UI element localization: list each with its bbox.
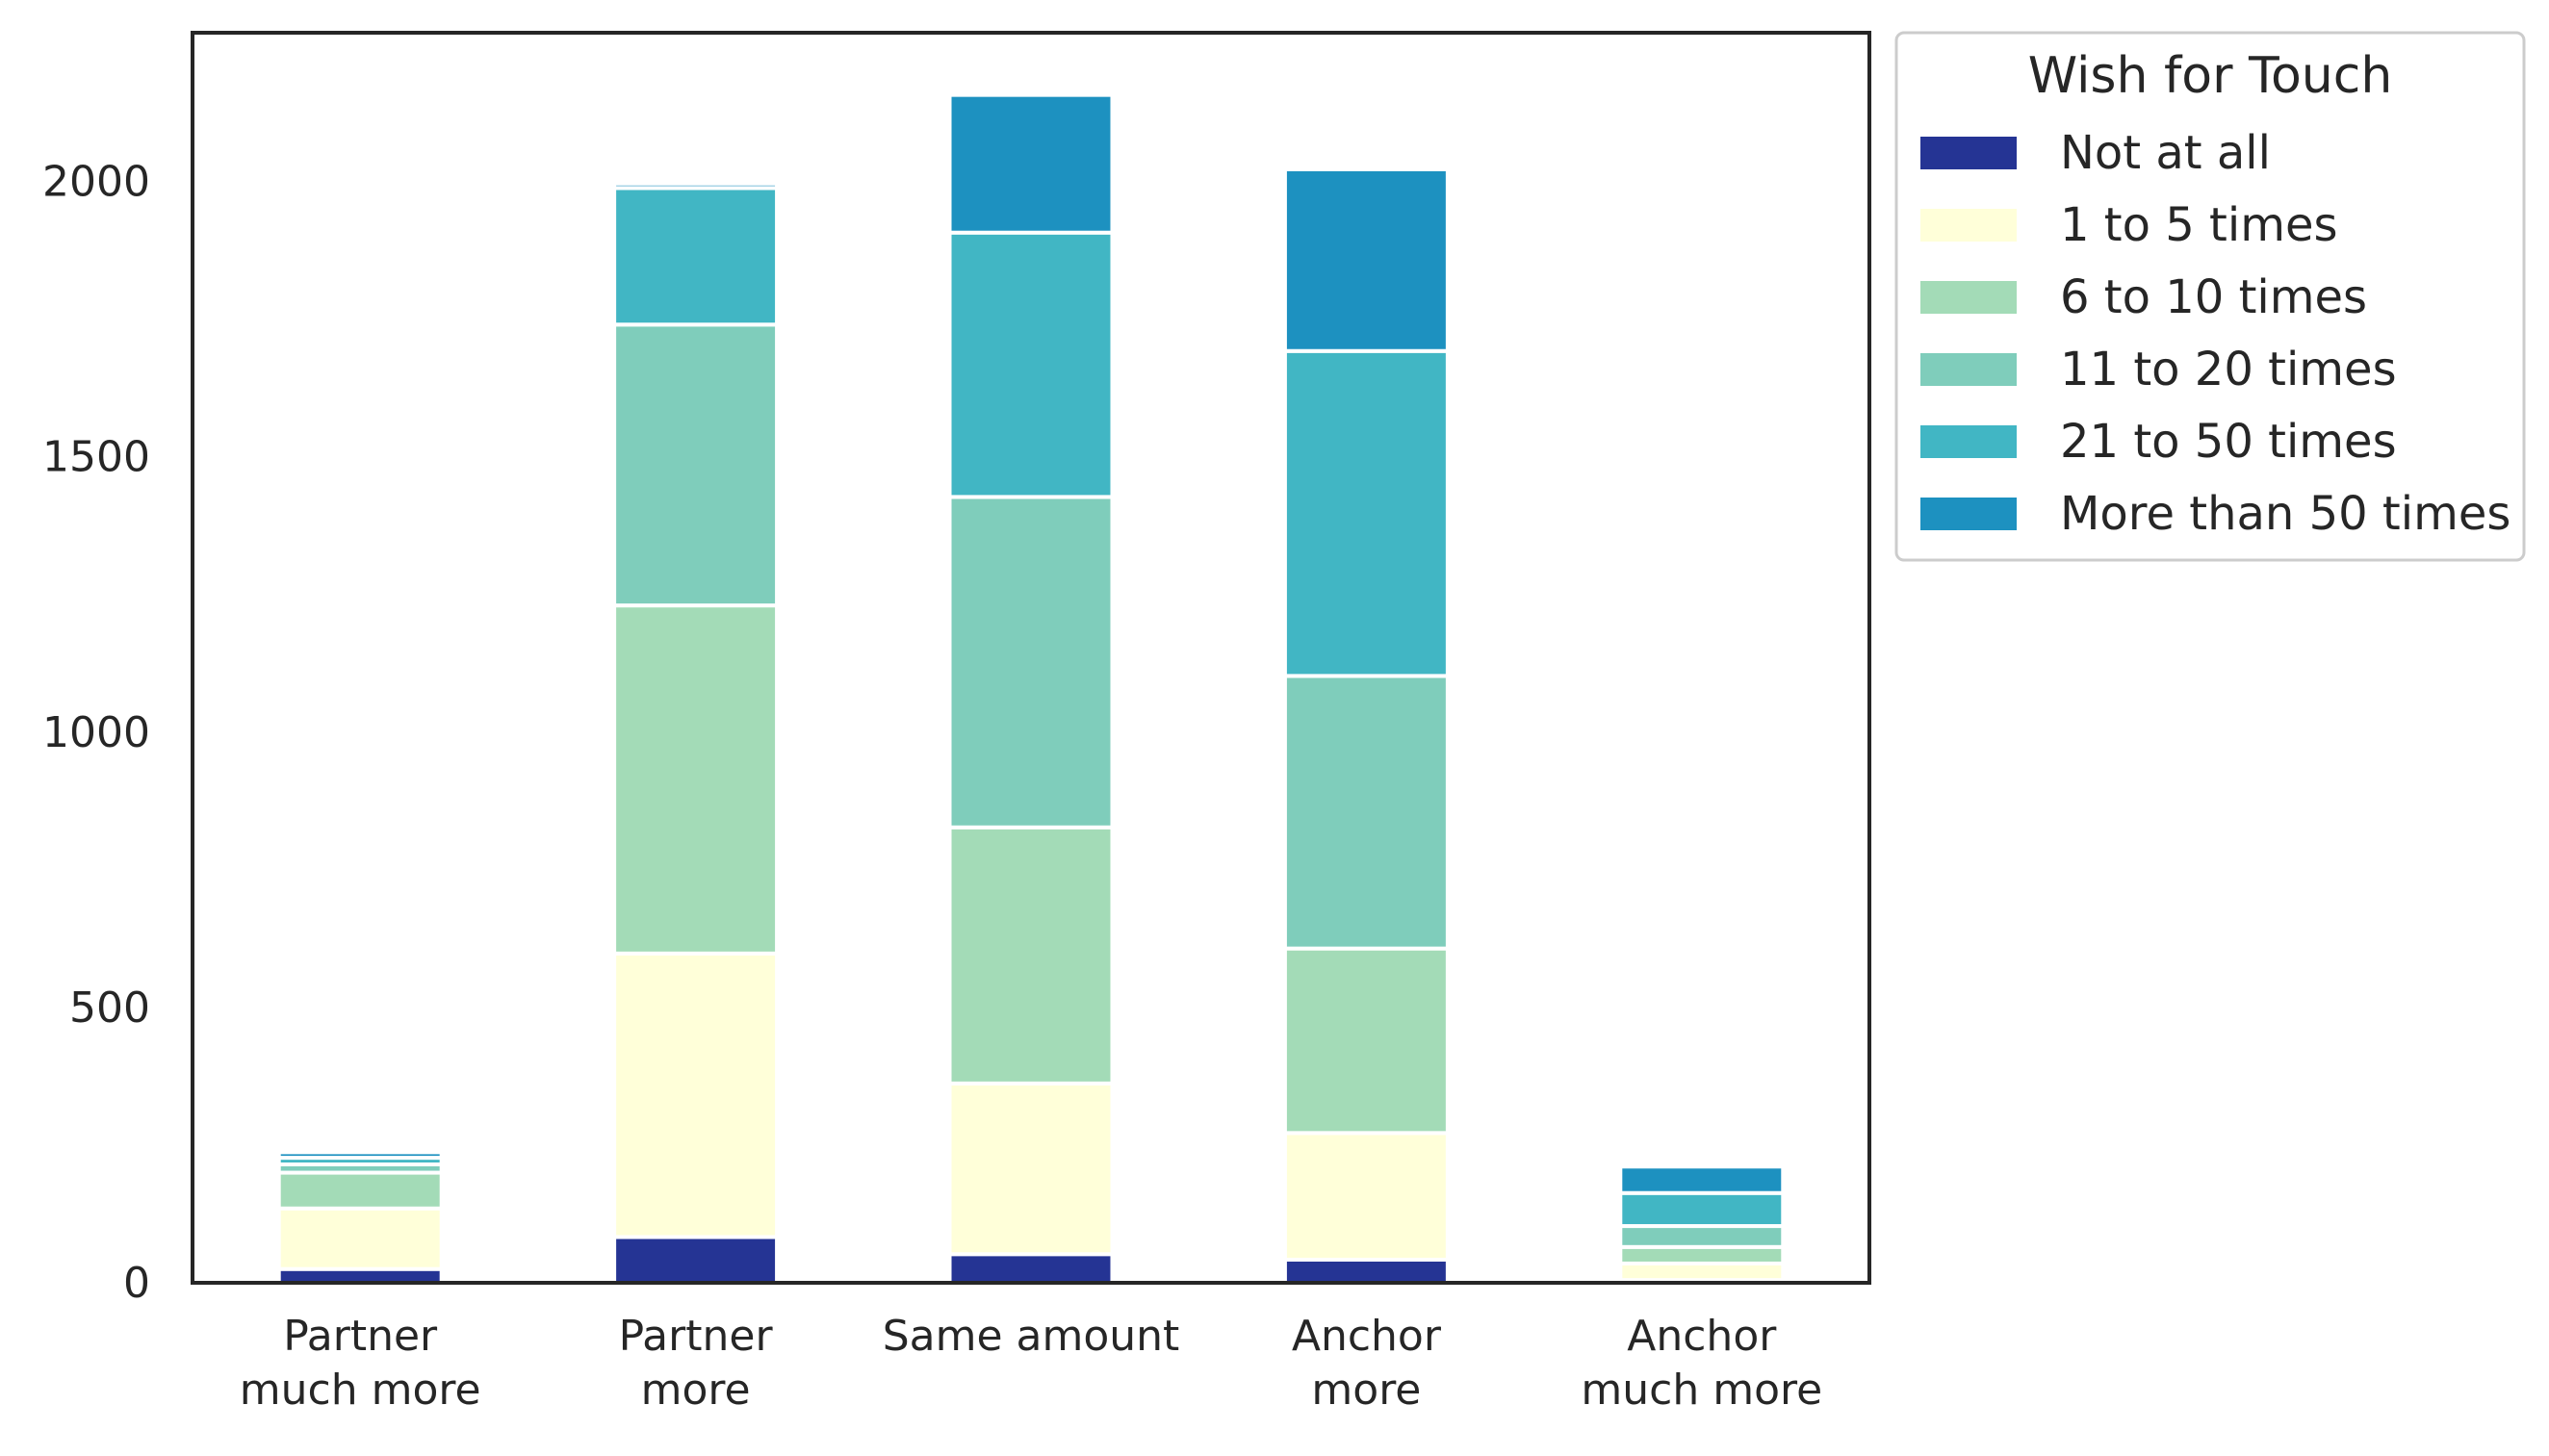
legend-swatch bbox=[1920, 353, 2017, 386]
bar-segment-4-3 bbox=[1618, 1224, 1786, 1249]
bar-segment-1-3 bbox=[612, 322, 780, 608]
bar-segment-4-1 bbox=[1618, 1261, 1786, 1283]
bar-segment-2-0 bbox=[947, 1252, 1115, 1285]
legend-label: 1 to 5 times bbox=[2060, 198, 2338, 252]
bar-segment-4-4 bbox=[1618, 1190, 1786, 1229]
bars-group bbox=[276, 92, 1786, 1286]
x-tick-label: Partner much more bbox=[240, 1312, 481, 1415]
bar-segment-1-5 bbox=[612, 181, 780, 191]
legend-label: More than 50 times bbox=[2060, 487, 2510, 541]
legend-swatch bbox=[1920, 137, 2017, 169]
bar-segment-1-2 bbox=[612, 603, 780, 956]
bar-segment-2-5 bbox=[947, 92, 1115, 235]
legend-swatch bbox=[1920, 498, 2017, 530]
y-tick-label: 0 bbox=[123, 1259, 150, 1308]
bar-segment-2-3 bbox=[947, 495, 1115, 830]
bar-segment-3-5 bbox=[1282, 166, 1450, 353]
bar-segment-2-2 bbox=[947, 825, 1115, 1086]
legend-label: 6 to 10 times bbox=[2060, 270, 2367, 324]
bar-segment-3-1 bbox=[1282, 1131, 1450, 1262]
legend-label: Not at all bbox=[2060, 126, 2271, 180]
bar-segment-3-3 bbox=[1282, 674, 1450, 951]
y-tick-label: 1500 bbox=[42, 433, 150, 482]
bar-segment-1-4 bbox=[612, 186, 780, 327]
x-tick-label: Anchor more bbox=[1292, 1312, 1442, 1415]
bar-segment-1-0 bbox=[612, 1235, 780, 1285]
legend-title: Wish for Touch bbox=[2028, 47, 2393, 105]
legend-swatch bbox=[1920, 209, 2017, 242]
legend-items: Not at all 1 to 5 times 6 to 10 times 11 to… bbox=[1920, 126, 2510, 541]
bar-segment-0-1 bbox=[276, 1206, 444, 1271]
bar-segment-2-4 bbox=[947, 230, 1115, 499]
bar-segment-3-4 bbox=[1282, 348, 1450, 678]
legend-swatch bbox=[1920, 281, 2017, 314]
bar-segment-0-2 bbox=[276, 1170, 444, 1211]
y-tick-label: 500 bbox=[69, 983, 150, 1033]
y-tick-label: 1000 bbox=[42, 708, 150, 757]
bar-segment-0-5 bbox=[276, 1150, 444, 1161]
legend-box bbox=[1894, 31, 2526, 562]
bar-segment-2-1 bbox=[947, 1081, 1115, 1257]
bar-segment-3-2 bbox=[1282, 946, 1450, 1136]
legend-label: 21 to 50 times bbox=[2060, 415, 2397, 469]
bar-segment-4-2 bbox=[1618, 1244, 1786, 1265]
legend-label: 11 to 20 times bbox=[2060, 343, 2397, 396]
bar-segment-4-5 bbox=[1618, 1164, 1786, 1195]
y-axis-ticks: 0 500 1000 1500 2000 bbox=[42, 158, 150, 1308]
x-tick-label: Partner more bbox=[619, 1312, 774, 1415]
plot-frame bbox=[191, 31, 1871, 1285]
x-axis-ticks: Partner much more Partner more Same amount An… bbox=[240, 1312, 1822, 1415]
y-tick-label: 2000 bbox=[42, 158, 150, 207]
legend-swatch bbox=[1920, 425, 2017, 458]
bar-segment-1-1 bbox=[612, 951, 780, 1239]
legend: Wish for Touch Not at all 1 to 5 times 6 t… bbox=[1894, 31, 2526, 562]
bar-segment-3-0 bbox=[1282, 1257, 1450, 1285]
x-tick-label: Same amount bbox=[883, 1312, 1180, 1361]
x-tick-label: Anchor much more bbox=[1581, 1312, 1822, 1415]
bar-segment-0-0 bbox=[276, 1266, 444, 1285]
